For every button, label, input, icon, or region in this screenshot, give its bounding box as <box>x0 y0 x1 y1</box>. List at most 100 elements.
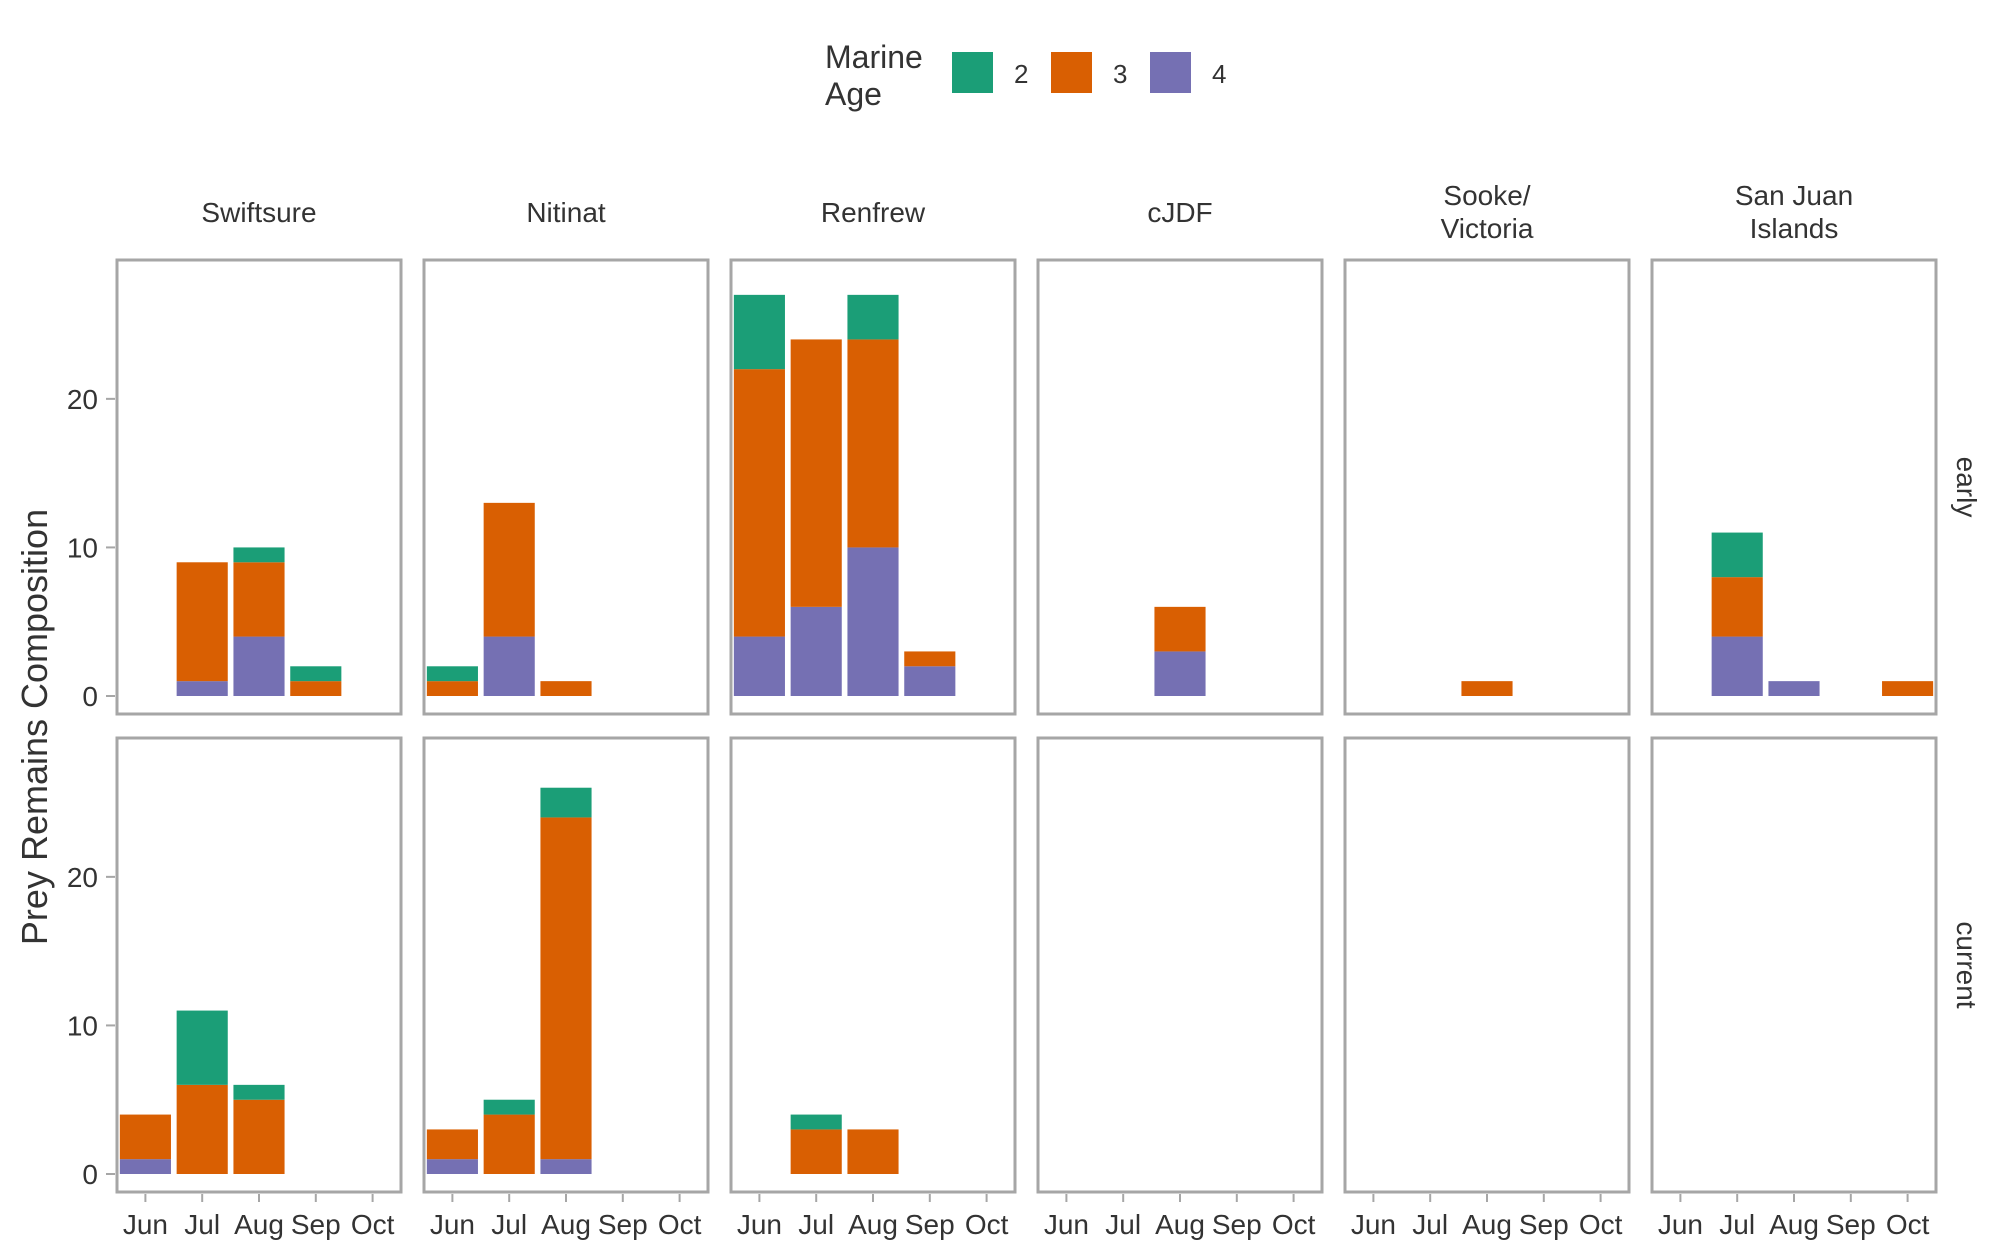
x-tick-label: Jun <box>430 1209 475 1240</box>
bar-segment <box>1711 636 1763 696</box>
bar-segment <box>790 606 842 696</box>
legend-swatch <box>1051 52 1092 93</box>
bar-segment <box>426 681 478 696</box>
bar-segment <box>483 1099 535 1115</box>
bar-segment <box>904 651 956 667</box>
facet-panel <box>1343 736 1631 1194</box>
legend-label: 2 <box>1014 59 1028 89</box>
column-strip-label: Victoria <box>1441 213 1534 244</box>
facet-panel <box>1650 258 1938 716</box>
y-axes: 0 10 20 0 10 20 <box>67 384 115 1190</box>
bar-segment <box>233 562 285 637</box>
facet-panel <box>115 736 403 1194</box>
facet-panel <box>422 736 710 1194</box>
bar-segment <box>233 1084 285 1100</box>
x-tick-label: Sep <box>1826 1209 1876 1240</box>
bar-segment <box>233 547 285 563</box>
legend-label: 3 <box>1113 59 1127 89</box>
x-axes: Jun Jul Aug Sep Oct Jun Jul Aug Sep Oct Jun Jul Aug S… <box>123 1194 1930 1240</box>
bar-segment <box>540 817 592 1160</box>
x-tick-label: Aug <box>234 1209 284 1240</box>
x-tick-label: Jul <box>798 1209 834 1240</box>
x-tick-label: Sep <box>598 1209 648 1240</box>
bar-segment <box>1882 681 1934 696</box>
y-tick-label: 10 <box>67 1010 98 1041</box>
bar-segment <box>119 1114 171 1160</box>
bar-segment <box>176 681 228 696</box>
bar-segment <box>483 636 535 696</box>
x-tick-label: Jul <box>1105 1209 1141 1240</box>
panel-border <box>422 258 710 716</box>
facet-panel <box>729 258 1017 716</box>
x-tick-label: Aug <box>1769 1209 1819 1240</box>
x-tick-label: Oct <box>351 1209 395 1240</box>
y-axis-label: Prey Remains Composition <box>14 509 55 945</box>
bar-segment <box>790 1129 842 1174</box>
bar-segment <box>290 681 342 696</box>
panel-border <box>729 258 1017 716</box>
row-strip-labels: early current <box>1951 457 1982 1009</box>
bar-segment <box>847 1129 899 1174</box>
legend-swatch <box>1150 52 1191 93</box>
x-tick-label: Jun <box>737 1209 782 1240</box>
facet-panel <box>729 736 1017 1194</box>
x-tick-label: Jun <box>1351 1209 1396 1240</box>
panel-border <box>729 736 1017 1194</box>
legend-title: Age <box>825 76 882 112</box>
bar-segment <box>1711 532 1763 578</box>
legend-title: Marine <box>825 39 923 75</box>
legend-swatch <box>952 52 993 93</box>
facet-panel <box>1650 736 1938 1194</box>
x-tick-label: Jun <box>1658 1209 1703 1240</box>
x-tick-label: Aug <box>1155 1209 1205 1240</box>
x-tick-label: Oct <box>1272 1209 1316 1240</box>
facet-panel <box>115 258 403 716</box>
x-tick-label: Aug <box>541 1209 591 1240</box>
column-strip-label: Sooke/ <box>1443 180 1530 211</box>
bar-segment <box>847 294 899 340</box>
bar-segment <box>790 339 842 607</box>
bar-segment <box>540 787 592 818</box>
bar-segment <box>790 1114 842 1130</box>
bar-segment <box>290 666 342 682</box>
bar-segment <box>426 1129 478 1160</box>
bar-segment <box>176 1010 228 1085</box>
column-strip-label: San Juan <box>1735 180 1853 211</box>
bar-segment <box>847 547 899 696</box>
bar-segment <box>733 636 785 696</box>
legend-label: 4 <box>1212 59 1226 89</box>
x-tick-label: Sep <box>1212 1209 1262 1240</box>
x-tick-label: Oct <box>1886 1209 1930 1240</box>
column-strip-label: Nitinat <box>526 197 606 228</box>
x-tick-label: Jul <box>184 1209 220 1240</box>
bar-segment <box>426 1159 478 1174</box>
bar-segment <box>119 1159 171 1174</box>
x-tick-label: Sep <box>905 1209 955 1240</box>
x-tick-label: Jul <box>1412 1209 1448 1240</box>
bar-segment <box>904 666 956 696</box>
y-tick-label: 0 <box>82 1159 98 1190</box>
x-tick-label: Jul <box>1719 1209 1755 1240</box>
y-tick-label: 0 <box>82 681 98 712</box>
panel-border <box>115 258 403 716</box>
bar-segment <box>176 562 228 682</box>
panel-border <box>1036 258 1324 716</box>
panel-border <box>1650 258 1938 716</box>
facet-panel <box>422 258 710 716</box>
facet-panels <box>115 258 1938 1194</box>
facet-panel <box>1036 736 1324 1194</box>
bar-segment <box>540 681 592 696</box>
bar-segment <box>483 1114 535 1174</box>
row-strip-label: current <box>1951 921 1982 1008</box>
facet-panel <box>1036 258 1324 716</box>
bar-segment <box>483 502 535 637</box>
x-tick-label: Jun <box>1044 1209 1089 1240</box>
x-tick-label: Oct <box>1579 1209 1623 1240</box>
panel-border <box>115 736 403 1194</box>
x-tick-label: Aug <box>1462 1209 1512 1240</box>
panel-border <box>1650 736 1938 1194</box>
column-strip-labels: Swiftsure Nitinat Renfrew cJDF Sooke/Victori… <box>201 180 1853 244</box>
panel-border <box>1343 736 1631 1194</box>
column-strip-label: Swiftsure <box>201 197 316 228</box>
